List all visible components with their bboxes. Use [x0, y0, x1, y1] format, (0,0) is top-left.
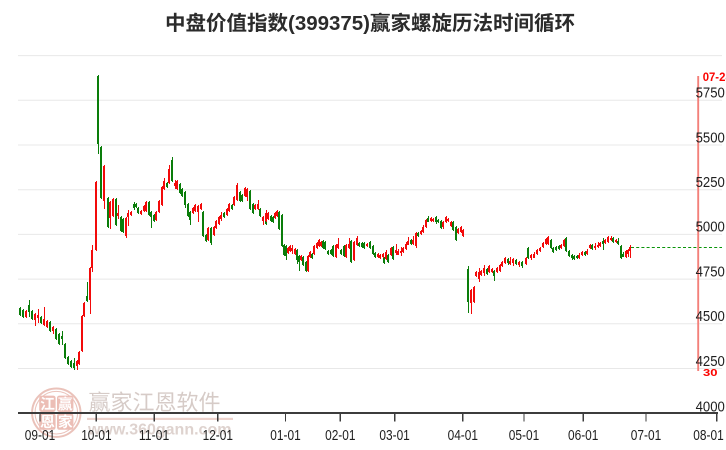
- svg-text:(399375): (399375): [288, 12, 370, 35]
- svg-text:10-01: 10-01: [81, 427, 111, 444]
- svg-text:08-01: 08-01: [693, 427, 723, 444]
- svg-text:06-01: 06-01: [568, 427, 598, 444]
- svg-text:www.360gann.com: www.360gann.com: [87, 422, 231, 439]
- svg-text:4500: 4500: [696, 308, 725, 325]
- svg-text:04-01: 04-01: [448, 427, 478, 444]
- svg-text:02-01: 02-01: [325, 427, 355, 444]
- svg-text:12-01: 12-01: [203, 427, 233, 444]
- svg-text:4250: 4250: [696, 353, 725, 370]
- svg-text:5500: 5500: [696, 129, 725, 146]
- svg-text:30: 30: [703, 367, 718, 379]
- svg-text:03-01: 03-01: [379, 427, 409, 444]
- svg-text:11-01: 11-01: [139, 427, 169, 444]
- svg-text:01-01: 01-01: [270, 427, 300, 444]
- svg-text:5250: 5250: [696, 174, 725, 191]
- svg-text:5750: 5750: [696, 85, 725, 102]
- svg-text:5000: 5000: [696, 219, 725, 236]
- svg-text:05-01: 05-01: [509, 427, 539, 444]
- svg-text:4000: 4000: [696, 398, 725, 415]
- svg-text:09-01: 09-01: [25, 427, 55, 444]
- svg-text:4750: 4750: [696, 263, 725, 280]
- svg-text:07-28: 07-28: [703, 70, 726, 84]
- svg-text:07-01: 07-01: [631, 427, 661, 444]
